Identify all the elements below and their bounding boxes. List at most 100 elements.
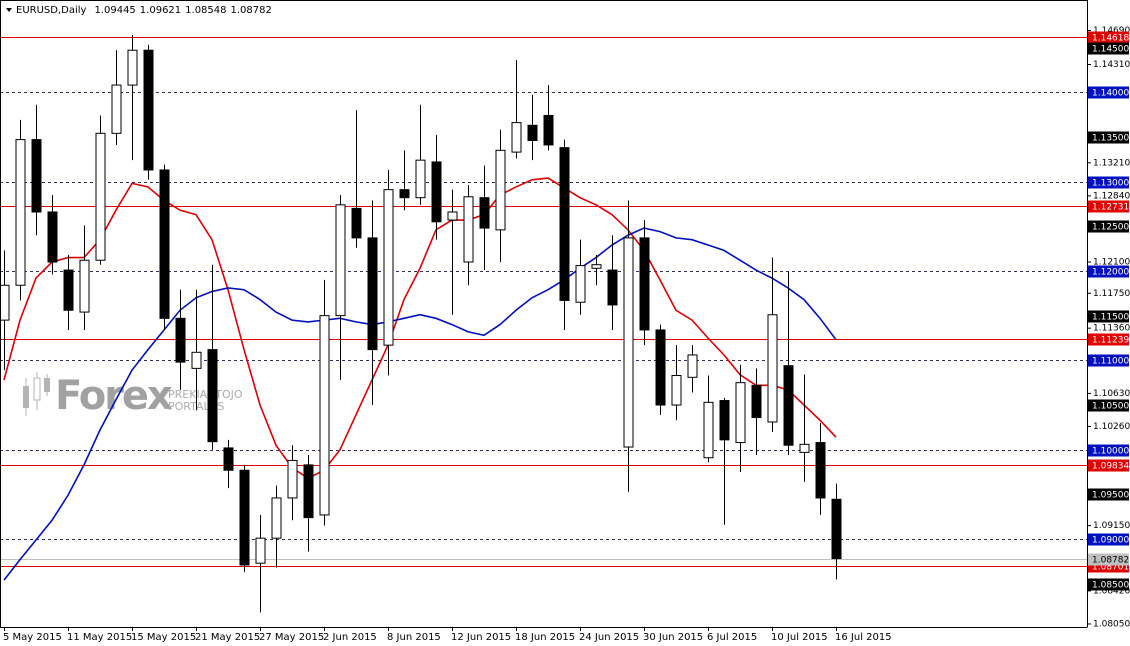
level-label: 1.14618 (1092, 34, 1129, 44)
candle-body (831, 498, 842, 560)
candle-body (799, 443, 810, 453)
candle-body (207, 349, 218, 443)
ma-line (3, 227, 837, 581)
candle-body (447, 211, 458, 221)
logo-icon (44, 378, 50, 392)
plot (0, 35, 1087, 613)
menu-arrow (6, 8, 12, 12)
level-label: 1.08701 (1092, 563, 1129, 573)
candle-body (639, 237, 650, 331)
level-label-bg (1088, 131, 1129, 144)
level-label-bg (1088, 459, 1129, 472)
x-tick-label: 24 Jun 2015 (579, 632, 639, 643)
candle-body (47, 211, 58, 263)
candle-body (527, 124, 538, 141)
candle-body (671, 375, 682, 406)
y-tick-label: 1.08050 (1093, 619, 1130, 629)
candle-body (367, 237, 378, 351)
logo-icon (33, 377, 41, 401)
level-label-bg (1088, 86, 1129, 99)
header-close: 1.08782 (231, 5, 272, 16)
candle-body (255, 537, 266, 564)
candle-body (335, 204, 346, 317)
candle-body (287, 459, 298, 499)
level-label: 1.12000 (1092, 268, 1129, 278)
y-tick-label: 1.11360 (1093, 324, 1130, 334)
x-tick-label: 10 Jul 2015 (771, 632, 828, 643)
candle-body (463, 196, 474, 263)
candle-body (511, 122, 522, 153)
candle-body (383, 189, 394, 346)
level-label-bg (1088, 220, 1129, 233)
y-tick-label: 1.08420 (1093, 586, 1130, 596)
y-tick-label: 1.09150 (1093, 521, 1130, 531)
x-tick-label: 27 May 2015 (259, 632, 324, 643)
level-label: 1.12500 (1092, 223, 1129, 233)
candle-body (607, 269, 618, 306)
price-label: 1.08782 (1092, 556, 1129, 566)
candle-body (159, 169, 170, 319)
candle-body (623, 237, 634, 448)
level-label-bg (1088, 200, 1129, 213)
level-label: 1.13500 (1092, 134, 1129, 144)
candle-body (559, 147, 570, 301)
y-tick-label: 1.12840 (1093, 191, 1130, 201)
level-label-bg (1088, 444, 1129, 457)
symbol: EURUSD,Daily (16, 5, 87, 16)
candle-body (0, 284, 10, 321)
candle-body (687, 354, 698, 378)
level-label-bg (1088, 354, 1129, 367)
x-tick-label: 2 Jun 2015 (323, 632, 377, 643)
candle-body (271, 497, 282, 539)
level-label: 1.11000 (1092, 357, 1129, 367)
y-tick-label: 1.14690 (1093, 26, 1130, 36)
level-label: 1.12731 (1092, 203, 1129, 213)
candle-body (143, 49, 154, 171)
candle-body (479, 197, 490, 229)
candle-body (191, 351, 202, 369)
x-tick-label: 15 May 2015 (131, 632, 196, 643)
candle-body (767, 314, 778, 423)
level-label: 1.11239 (1092, 336, 1129, 346)
level-label: 1.13000 (1092, 179, 1129, 189)
level-label: 1.14500 (1092, 45, 1129, 55)
watermark-text: PREKIAUTOJO (168, 388, 243, 401)
candle-body (495, 149, 506, 231)
candle-body (591, 264, 602, 269)
level-label-bg (1088, 333, 1129, 346)
watermark-brand: Forex (55, 373, 173, 419)
candle-body (735, 382, 746, 444)
level-label-bg (1088, 42, 1129, 55)
candle-body (223, 447, 234, 471)
candle-body (111, 84, 122, 134)
x-tick-label: 12 Jun 2015 (451, 632, 511, 643)
level-label-bg (1088, 399, 1129, 412)
x-tick-label: 11 May 2015 (67, 632, 132, 643)
y-tick-label: 1.14310 (1093, 60, 1130, 70)
header-low: 1.08548 (185, 5, 226, 16)
candle-body (63, 269, 74, 311)
level-label-bg (1088, 310, 1129, 323)
candle-body (815, 442, 826, 499)
y-tick-label: 1.10630 (1093, 389, 1130, 399)
candle-body (783, 365, 794, 446)
candle-body (351, 207, 362, 239)
logo-icon (23, 386, 29, 408)
candle-body (399, 189, 410, 199)
y-tick-label: 1.11750 (1093, 289, 1130, 299)
candle-body (751, 384, 762, 419)
level-label-bg (1088, 265, 1129, 278)
level-label: 1.08500 (1092, 581, 1129, 591)
candle-body (31, 139, 42, 213)
candle-body (719, 400, 730, 441)
x-tick-label: 5 May 2015 (3, 632, 62, 643)
level-label-bg (1088, 578, 1129, 591)
candle-body (415, 159, 426, 199)
x-tick-label: 30 Jun 2015 (643, 632, 703, 643)
candle-body (239, 469, 250, 566)
y-tick-label: 1.13210 (1093, 158, 1130, 168)
price-label-bg (1088, 553, 1129, 566)
candle-body (15, 139, 26, 286)
